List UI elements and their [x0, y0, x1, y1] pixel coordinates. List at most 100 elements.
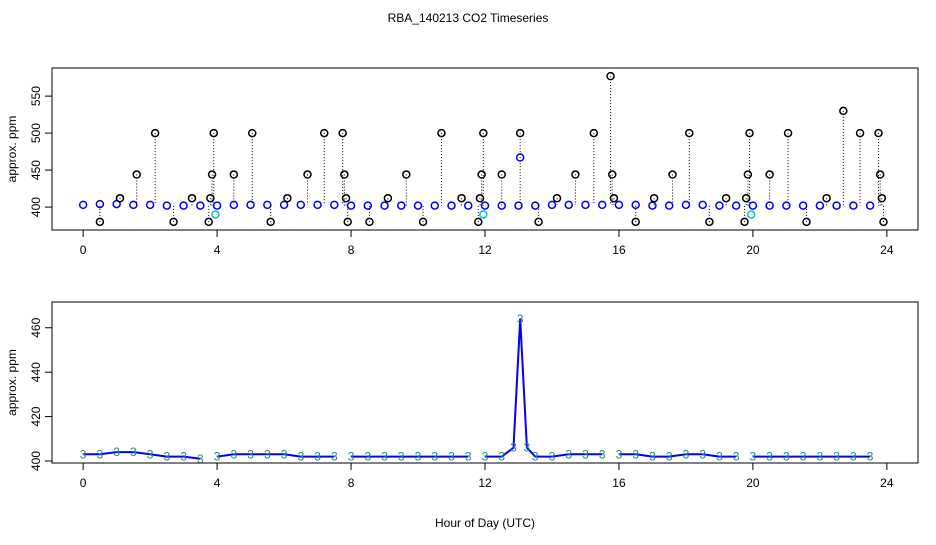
data-point [681, 200, 691, 210]
data-point [515, 153, 525, 162]
data-point [179, 201, 188, 210]
data-point [514, 201, 523, 210]
point-marker: 3 [867, 450, 874, 464]
point-marker: 3 [331, 450, 338, 464]
data-point [875, 170, 885, 179]
data-point [95, 217, 105, 227]
y-tick-label: 500 [29, 123, 43, 143]
data-point [731, 201, 741, 210]
point-marker: 3 [398, 450, 405, 464]
data-point [855, 128, 865, 138]
data-point [745, 128, 754, 138]
data-point [664, 201, 674, 210]
data-point [338, 128, 347, 138]
point-marker: 3 [247, 447, 254, 461]
x-tick-label: 4 [214, 476, 221, 490]
data-point [698, 200, 707, 210]
data-point [497, 170, 506, 179]
data-point [614, 200, 624, 210]
y-tick-label: 440 [29, 362, 43, 382]
point-marker: 3 [297, 450, 304, 464]
x-tick-label: 20 [746, 243, 760, 257]
data-point [832, 201, 841, 210]
data-point [341, 193, 351, 203]
y-axis-label: approx. ppm [5, 349, 19, 416]
data-point [475, 193, 485, 203]
data-point [479, 210, 488, 219]
data-point [206, 193, 215, 203]
data-point [437, 128, 446, 138]
data-point [248, 128, 257, 138]
data-point [865, 201, 875, 210]
x-axis-label: Hour of Day (UTC) [435, 516, 535, 530]
data-point [383, 193, 393, 203]
y-tick-label: 550 [29, 86, 43, 106]
y-tick-label: 460 [29, 317, 43, 337]
point-marker: 3 [381, 450, 388, 464]
data-point [229, 170, 239, 179]
point-marker: 3 [599, 447, 606, 461]
data-point [263, 200, 272, 210]
point-marker: 3 [214, 450, 221, 464]
point-marker: 3 [97, 447, 104, 461]
data-point [606, 71, 615, 81]
point-marker: 3 [113, 445, 120, 459]
data-point [874, 128, 883, 138]
x-tick-label: 12 [478, 476, 492, 490]
y-tick-label: 450 [29, 160, 43, 180]
data-point [447, 201, 456, 210]
point-marker: 3 [264, 447, 271, 461]
point-marker: 3 [314, 450, 321, 464]
point-marker: 3 [733, 450, 740, 464]
data-point [296, 200, 306, 210]
data-point [534, 217, 543, 227]
y-tick-label: 420 [29, 406, 43, 426]
data-point [741, 193, 751, 203]
data-point [474, 217, 483, 227]
data-point [721, 193, 731, 203]
x-tick-label: 12 [478, 243, 492, 257]
x-tick-label: 0 [80, 243, 87, 257]
data-point [246, 200, 255, 210]
data-point [783, 128, 793, 138]
y-tick-label: 400 [29, 197, 43, 217]
point-marker: 3 [766, 450, 773, 464]
point-marker: 3 [80, 447, 87, 461]
point-marker: 3 [699, 447, 706, 461]
chart-title: RBA_140213 CO2 Timeseries [388, 11, 549, 25]
data-point [608, 170, 617, 179]
point-marker: 3 [448, 450, 455, 464]
point-marker: 3 [716, 450, 723, 464]
point-marker: 3 [510, 441, 517, 455]
data-point [209, 128, 218, 138]
y-axis-label: approx. ppm [5, 116, 19, 183]
x-tick-label: 16 [612, 476, 626, 490]
data-point [132, 170, 141, 179]
data-point [162, 201, 172, 210]
data-point [169, 217, 178, 227]
data-point [343, 217, 352, 227]
data-point [150, 128, 160, 138]
y-tick-label: 400 [29, 451, 43, 471]
point-marker: 3 [632, 447, 639, 461]
data-point [631, 217, 640, 227]
data-point [822, 193, 831, 203]
point-marker: 3 [415, 450, 422, 464]
data-point [207, 170, 217, 179]
data-point [765, 170, 774, 179]
point-marker: 3 [197, 452, 204, 466]
point-marker: 3 [180, 450, 187, 464]
point-marker: 3 [783, 450, 790, 464]
point-marker: 3 [666, 450, 673, 464]
data-point [303, 170, 312, 179]
x-tick-label: 24 [880, 243, 894, 257]
point-marker: 3 [164, 450, 171, 464]
point-marker: 3 [833, 450, 840, 464]
data-point [815, 201, 825, 210]
data-point [340, 170, 349, 179]
data-point [685, 128, 694, 138]
data-point [879, 217, 888, 227]
data-point [229, 200, 239, 210]
data-point [457, 193, 466, 203]
x-tick-label: 4 [214, 243, 221, 257]
